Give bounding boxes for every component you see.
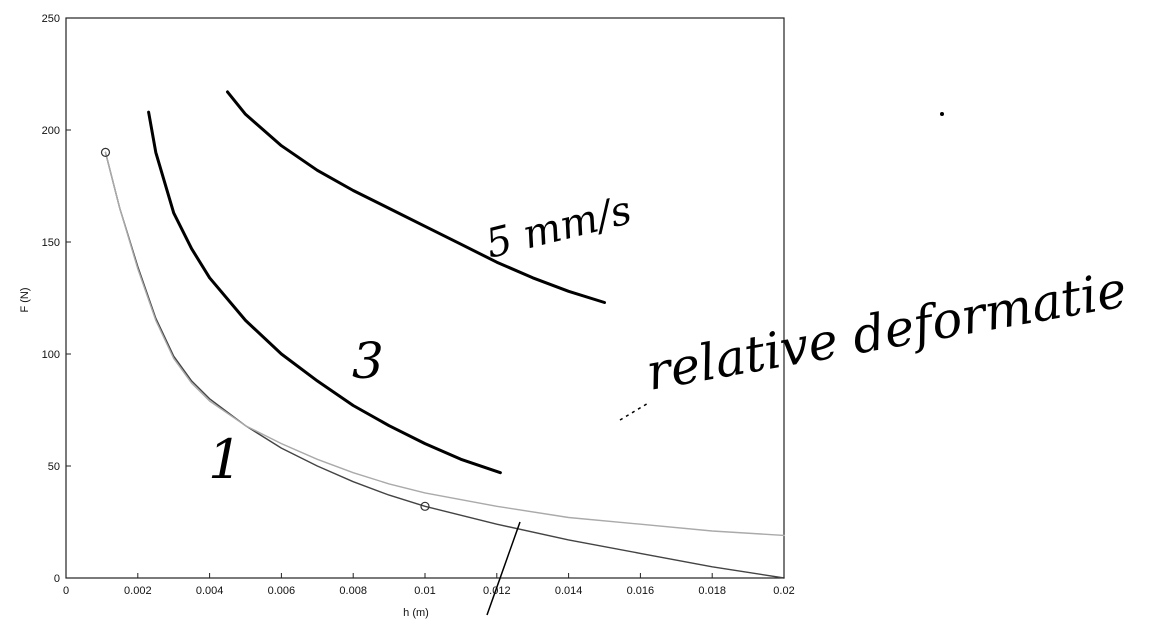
y-axis-label: F (N) bbox=[19, 287, 31, 312]
y-tick-label: 50 bbox=[48, 461, 60, 473]
annotation-pointer bbox=[619, 401, 651, 421]
series-lines bbox=[100, 90, 785, 579]
x-tick-label: 0.004 bbox=[196, 585, 224, 597]
plot-area-border bbox=[65, 17, 785, 579]
y-tick-label: 200 bbox=[42, 125, 60, 137]
axis-ticks: 0 0.002 0.004 0.006 0.008 0.01 0.012 0.014 0.016… bbox=[42, 13, 795, 597]
series-line-3 bbox=[147, 110, 502, 475]
x-tick-label: 0.02 bbox=[773, 585, 794, 597]
series-label-1: 1 bbox=[208, 428, 242, 491]
y-tick-label: 250 bbox=[42, 13, 60, 25]
x-tick-label: 0.018 bbox=[698, 585, 726, 597]
series-1-point-marker bbox=[100, 147, 111, 157]
x-axis-label: h (m) bbox=[403, 607, 429, 619]
x-tick-label: 0.014 bbox=[555, 585, 583, 597]
y-tick-label: 150 bbox=[42, 237, 60, 249]
x-tick-label: 0.008 bbox=[339, 585, 367, 597]
x-tick-label: 0.012 bbox=[483, 585, 511, 597]
x-tick-label: 0.006 bbox=[268, 585, 296, 597]
annotation-arrow-line bbox=[486, 521, 521, 616]
x-tick-label: 0.01 bbox=[414, 585, 435, 597]
y-tick-label: 0 bbox=[54, 573, 60, 585]
series-line-4 bbox=[226, 90, 606, 304]
stray-dot bbox=[940, 112, 944, 116]
series-label-3: 3 bbox=[352, 332, 384, 390]
series-label-5-mm-s: 5 mm/s bbox=[481, 187, 636, 267]
series-line-2 bbox=[104, 151, 785, 537]
series-1-point-marker bbox=[420, 501, 430, 511]
annotation-relative-deformatie: relative deformatie bbox=[642, 260, 1131, 402]
x-tick-label: 0.016 bbox=[627, 585, 655, 597]
x-tick-label: 0 bbox=[63, 585, 69, 597]
x-tick-label: 0.002 bbox=[124, 585, 152, 597]
y-tick-label: 100 bbox=[42, 349, 60, 361]
series-line-1 bbox=[104, 151, 785, 579]
plot-frame bbox=[65, 17, 785, 579]
